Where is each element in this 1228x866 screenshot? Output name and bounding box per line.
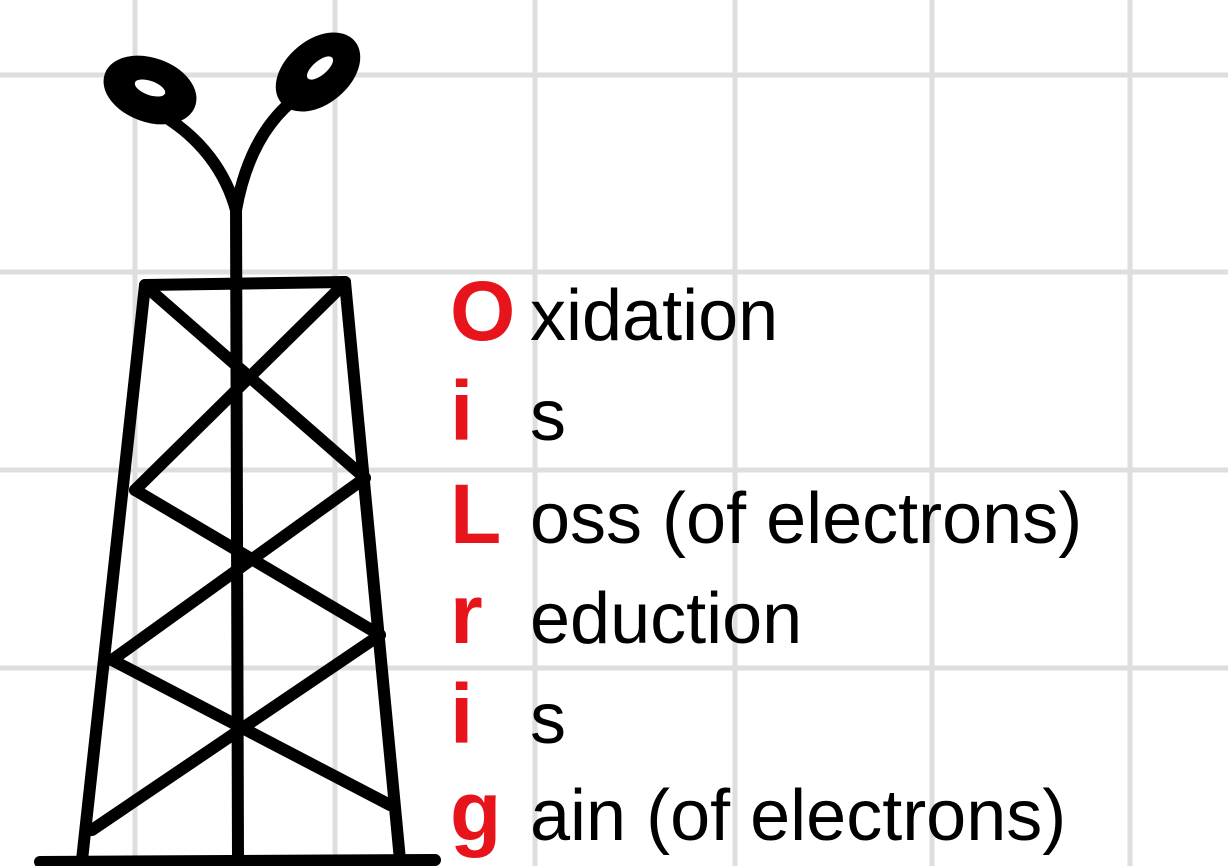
line-text: oss (of electrons) [530, 479, 1082, 559]
oil-rig-illustration [40, 25, 435, 862]
page: {"mnemonic": {"lines": [ {"initial": "O"… [0, 0, 1228, 866]
line-text: ain (of electrons) [530, 776, 1066, 856]
drawing: OxidationisLoss (of electrons)reductioni… [0, 0, 1228, 866]
initial-letter: g [450, 764, 501, 858]
initial-letter: i [450, 364, 473, 458]
line-text: xidation [530, 276, 778, 356]
line-text: s [530, 679, 566, 759]
initial-letter: r [450, 567, 483, 661]
initial-letter: L [450, 467, 501, 561]
initial-letter: O [450, 264, 515, 358]
initial-letter: i [450, 667, 473, 761]
line-text: eduction [530, 579, 802, 659]
line-text: s [530, 376, 566, 456]
